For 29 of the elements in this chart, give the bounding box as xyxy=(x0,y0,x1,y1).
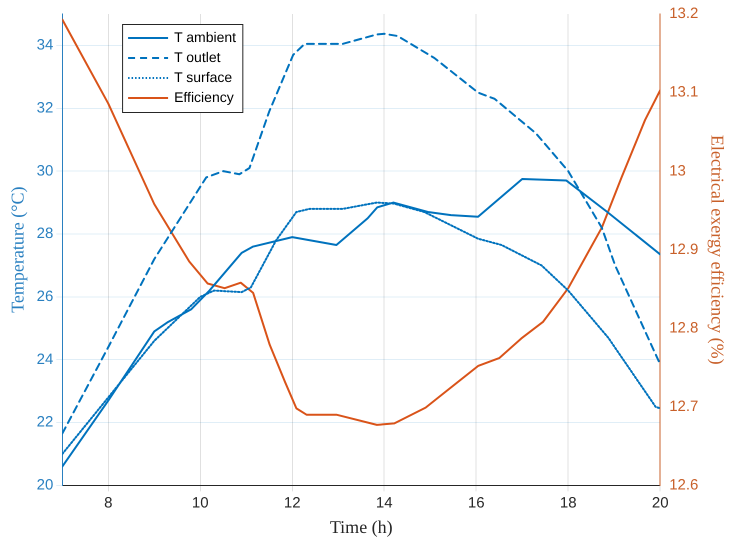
legend-label: T surface xyxy=(174,68,232,85)
x-tick-label: 14 xyxy=(376,494,393,512)
x-tick-label: 10 xyxy=(192,494,209,512)
y2-tick-label: 13.2 xyxy=(669,5,698,22)
y2-tick-label: 12.7 xyxy=(669,398,698,415)
y-tick-label: 34 xyxy=(36,36,54,54)
x-tick-label: 8 xyxy=(104,494,112,512)
x-tick-label: 12 xyxy=(284,494,301,512)
y2-tick-label: 13 xyxy=(669,162,686,180)
y2-tick-label: 12.9 xyxy=(669,240,698,258)
legend-label: T outlet xyxy=(174,48,221,65)
legend-label: T ambient xyxy=(174,28,236,45)
y-tick-label: 26 xyxy=(36,288,54,305)
x-tick-label: 18 xyxy=(560,494,577,512)
y2-tick-label: 12.8 xyxy=(669,319,698,336)
y-tick-label: 24 xyxy=(36,350,54,368)
legend-label: Efficiency xyxy=(174,88,234,105)
x-axis-title: Time (h) xyxy=(330,516,393,537)
y2-axis-title: Electrical exergy efficiency (%) xyxy=(707,134,728,365)
y-tick-label: 20 xyxy=(36,476,54,494)
y-tick-label: 32 xyxy=(36,99,54,116)
y-tick-label: 30 xyxy=(36,162,54,180)
y2-tick-label: 12.6 xyxy=(669,476,698,494)
y2-tick-label: 13.1 xyxy=(669,84,698,101)
x-tick-label: 20 xyxy=(652,494,669,512)
y-tick-label: 28 xyxy=(36,225,54,242)
y-tick-label: 22 xyxy=(36,414,54,431)
x-tick-label: 16 xyxy=(468,494,485,512)
y-axis-title: Temperature (°C) xyxy=(8,186,28,313)
